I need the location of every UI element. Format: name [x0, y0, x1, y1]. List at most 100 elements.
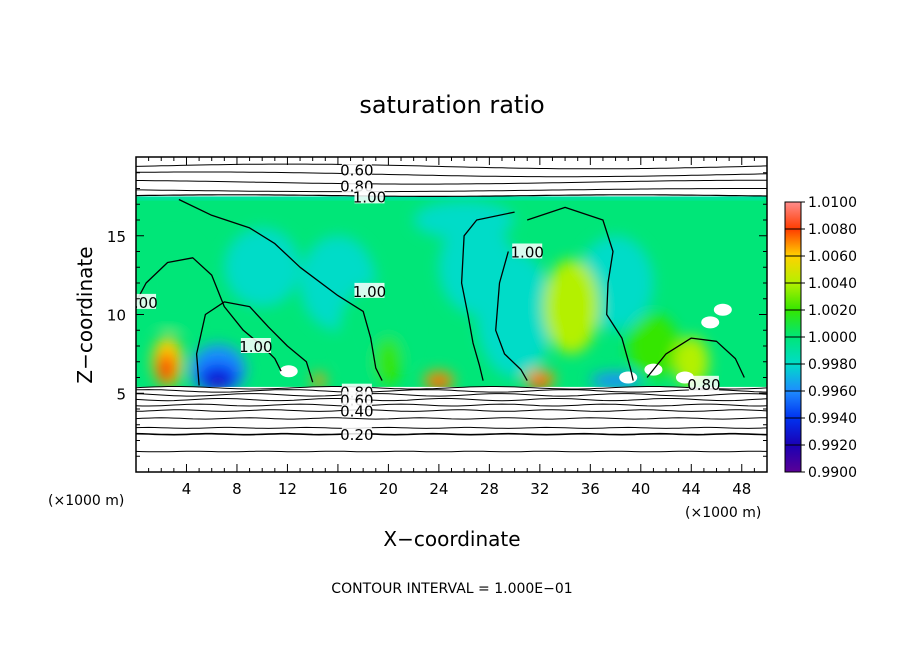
contour-label: 0.80: [687, 376, 720, 394]
colorbar-label: 0.9940: [808, 411, 857, 427]
x-tick-label: 28: [480, 480, 499, 498]
field-cell: [159, 366, 171, 383]
contour-line-saturation: [646, 337, 745, 378]
contour-interval-note: CONTOUR INTERVAL = 1.000E−01: [331, 581, 572, 597]
x-axis-unit-right: (×1000 m): [685, 505, 761, 521]
x-tick-label: 44: [682, 480, 701, 498]
colorbar: 0.9900 0.9920 0.9940 0.9960 0.9980 1.0000 1.00…: [784, 195, 857, 481]
colorbar-segment: [785, 391, 801, 418]
colorbar-label: 1.0080: [808, 222, 857, 238]
lower-clear-air: [136, 386, 767, 472]
contour-label-bg: [354, 188, 385, 204]
contour-line-lower: [136, 397, 767, 402]
colorbar-segment: [785, 337, 801, 364]
contour-lines: 0.600.801.001.001.001.001.000.800.600.40…: [124, 161, 767, 453]
colorbar-label: 0.9920: [808, 438, 857, 454]
field-cell: [224, 227, 301, 307]
contour-line-upper: [136, 163, 767, 170]
contour-line-saturation: [495, 251, 528, 381]
field-shading: [142, 201, 709, 395]
contour-line-lower: [136, 393, 767, 397]
y-axis-label: Z−coordinate: [73, 246, 97, 383]
contour-line-lower: [136, 389, 767, 393]
contour-label: 1.00: [124, 294, 157, 312]
colorbar-segment: [785, 202, 801, 229]
contour-line-upper: [136, 188, 767, 193]
contour-label-bg: [136, 293, 157, 309]
colorbar-label: 0.9980: [808, 357, 857, 373]
field-cell: [628, 314, 679, 378]
contour-line-upper: [136, 171, 767, 178]
dry-patch: [713, 303, 732, 316]
contour-line-saturation: [195, 301, 314, 386]
contour-label-bg: [354, 282, 385, 298]
contour-label: 1.00: [239, 338, 272, 356]
contour-label-bg: [341, 426, 372, 442]
contour-label: 0.20: [340, 426, 373, 444]
colorbar-label: 1.0000: [808, 330, 857, 346]
colorbar-label: 1.0100: [808, 195, 857, 211]
x-tick-label: 4: [182, 480, 192, 498]
x-tick-label: 36: [581, 480, 600, 498]
x-tick-label: 20: [379, 480, 398, 498]
x-axis-unit-left: (×1000 m): [48, 493, 124, 509]
field-cell: [476, 251, 553, 378]
contour-line-saturation: [526, 206, 634, 381]
x-axis-label: X−coordinate: [383, 527, 520, 551]
x-tick-label: 12: [278, 480, 297, 498]
y-tick-label: 5: [116, 385, 126, 403]
chart-title: saturation ratio: [359, 91, 544, 119]
plot-area: 0.600.801.001.001.001.001.000.800.600.40…: [124, 157, 767, 472]
x-axis-ticks: 4 8 12 16 20 24 28 32 36 40 44 48: [148, 157, 755, 498]
upper-clear-air: [136, 176, 767, 197]
contour-label-bg: [341, 402, 372, 418]
field-cell: [375, 338, 402, 386]
field-cell: [142, 235, 206, 331]
contour-label: 1.00: [353, 283, 386, 301]
field-cell: [205, 375, 231, 389]
colorbar-label: 1.0040: [808, 276, 857, 292]
y-axis-ticks: 5 10 15: [107, 172, 767, 457]
contour-label: 0.60: [340, 162, 373, 180]
colorbar-label: 1.0020: [808, 303, 857, 319]
colorbar-segment: [785, 445, 801, 472]
colorbar-segment: [785, 418, 801, 445]
x-tick-label: 8: [232, 480, 242, 498]
saturation-field: [136, 176, 767, 472]
x-tick-label: 40: [631, 480, 650, 498]
dry-patch: [701, 316, 720, 329]
colorbar-label: 0.9900: [808, 465, 857, 481]
colorbar-label: 0.9960: [808, 384, 857, 400]
contour-label-bg: [512, 243, 543, 259]
contour-label: 1.00: [511, 244, 544, 262]
contour-line-lower: [136, 432, 767, 436]
contour-label-bg: [240, 338, 271, 353]
dry-patch: [279, 365, 298, 378]
x-tick-label: 32: [530, 480, 549, 498]
contour-line-saturation-top: [136, 194, 767, 197]
colorbar-segment: [785, 229, 801, 256]
contour-line-lower: [136, 403, 767, 407]
contour-line-saturation: [460, 211, 515, 381]
contour-line-lower: [136, 426, 767, 429]
field-cell: [312, 372, 326, 389]
colorbar-segment: [785, 364, 801, 391]
contour-label: 0.40: [340, 403, 373, 421]
y-tick-label: 15: [107, 228, 126, 246]
contour-line-upper: [136, 179, 767, 185]
contour-label: 1.00: [353, 188, 386, 206]
x-tick-label: 16: [328, 480, 347, 498]
contour-label-bg: [341, 161, 372, 177]
field-cell: [562, 270, 593, 328]
x-tick-label: 48: [732, 480, 751, 498]
contour-line-lower: [136, 450, 767, 453]
colorbar-segment: [785, 256, 801, 283]
contour-line-lower: [136, 386, 767, 390]
contour-line-lower: [136, 417, 767, 420]
contour-line-lower: [136, 409, 767, 412]
x-tick-label: 24: [429, 480, 448, 498]
colorbar-label: 1.0060: [808, 249, 857, 265]
contour-label-bg: [688, 375, 719, 391]
